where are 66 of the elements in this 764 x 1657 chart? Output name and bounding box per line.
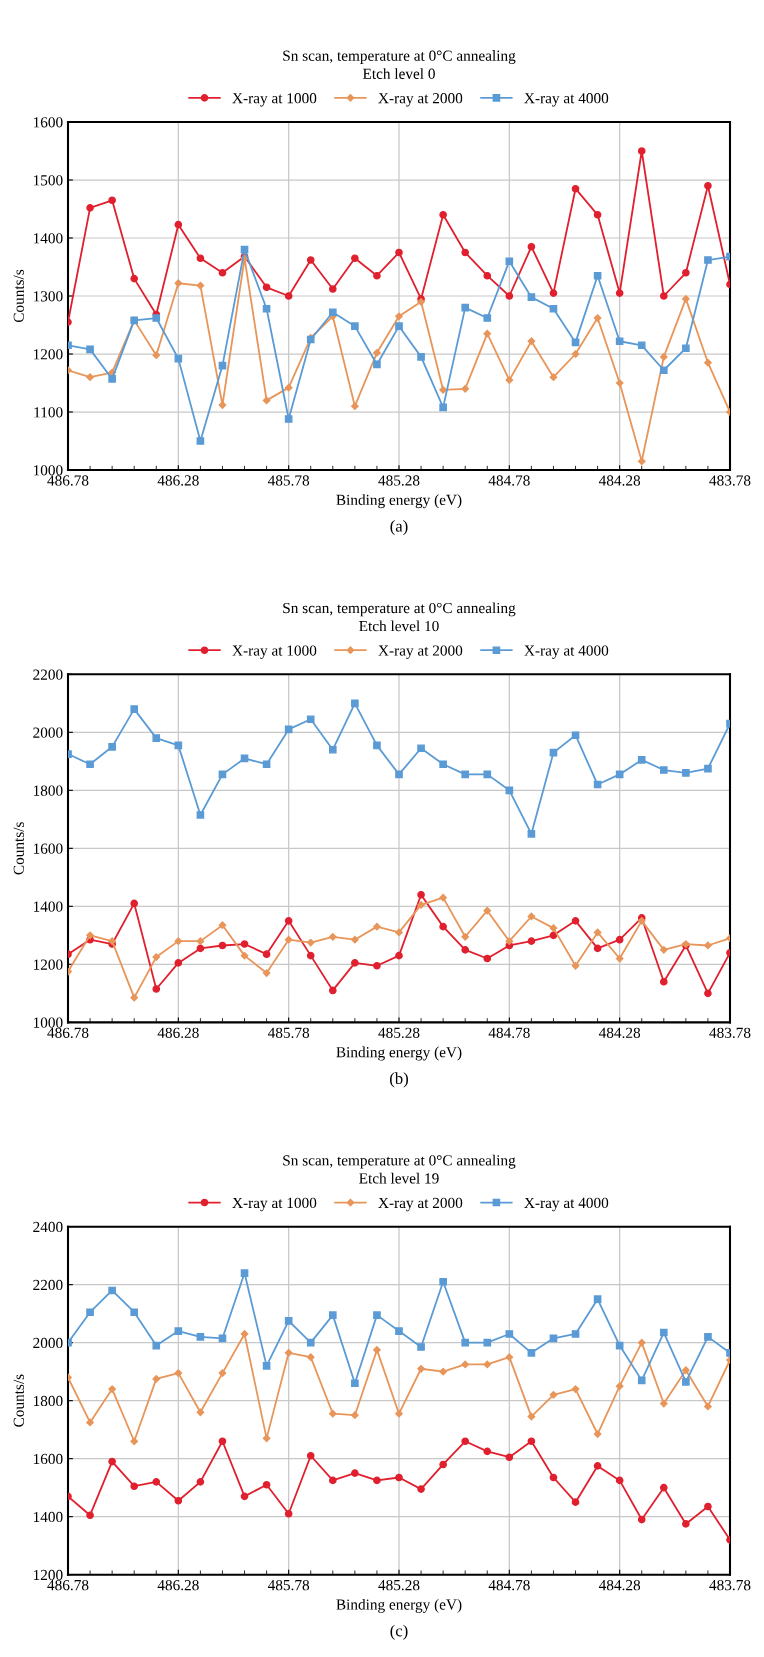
y-tick-label: 1000 (33, 1017, 63, 1028)
x-tick-label: 486.78 (47, 1579, 89, 1591)
x-tick-label: 486.28 (157, 475, 199, 486)
y-tick-label: 1500 (33, 175, 63, 186)
y-axis-title: Counts/s (13, 1374, 24, 1427)
x-tick-label: 485.78 (267, 1579, 310, 1591)
legend-label: X-ray at 2000 (378, 1197, 463, 1212)
x-axis-title: Binding energy (eV) (336, 1046, 462, 1061)
x-axis-title: Binding energy (eV) (336, 494, 462, 509)
text: (b) (390, 1072, 408, 1088)
x-tick-label: 486.78 (47, 1027, 89, 1039)
legend-label: X-ray at 4000 (524, 93, 609, 107)
x-tick-label: 484.78 (488, 1579, 530, 1591)
y-tick-label: 2200 (33, 669, 63, 680)
x-tick-label: 485.78 (267, 1027, 310, 1039)
y-tick-label: 1600 (33, 843, 63, 854)
x-tick-label: 484.28 (598, 475, 641, 486)
y-tick-label: 1300 (33, 291, 63, 302)
y-tick-label: 2000 (33, 727, 63, 738)
y-tick-label: 1600 (33, 1453, 63, 1465)
legend-label: X-ray at 1000 (232, 1197, 317, 1212)
y-tick-label: 2400 (33, 1221, 63, 1233)
x-axis-title: Binding energy (eV) (336, 1598, 462, 1613)
y-tick-label: 2200 (33, 1279, 63, 1291)
x-tick-label: 485.28 (378, 1579, 420, 1591)
y-tick-label: 1800 (33, 1395, 63, 1407)
text: (c) (390, 1624, 408, 1640)
y-axis-title: Counts/s (13, 269, 24, 323)
legend-label: X-ray at 1000 (232, 93, 317, 107)
x-tick-label: 483.78 (709, 1027, 751, 1039)
x-tick-label: 485.28 (378, 475, 420, 486)
x-tick-label: 484.78 (488, 475, 530, 486)
y-tick-label: 1200 (33, 959, 63, 970)
y-tick-label: 1400 (33, 901, 63, 912)
y-tick-label: 1100 (34, 407, 63, 418)
chart-subtitle: Etch level 19 (359, 1172, 439, 1184)
chart-title: Sn scan, temperature at 0°C annealing (283, 50, 516, 64)
y-tick-label: 1400 (33, 233, 63, 244)
x-tick-label: 485.78 (267, 475, 310, 486)
x-tick-label: 483.78 (709, 1579, 751, 1591)
y-axis-title: Counts/s (13, 822, 24, 875)
chart-title: Sn scan, temperature at 0°C annealing (283, 1154, 516, 1169)
x-tick-label: 486.28 (157, 1579, 199, 1591)
y-tick-label: 1800 (33, 785, 63, 796)
x-tick-label: 486.78 (47, 475, 89, 486)
chart-subtitle: Etch level 10 (359, 620, 439, 632)
x-tick-label: 485.28 (378, 1027, 420, 1039)
text: (a) (390, 520, 408, 536)
legend-label: X-ray at 4000 (524, 1197, 609, 1212)
x-tick-label: 483.78 (709, 475, 751, 486)
chart-subtitle: Etch level 0 (362, 68, 435, 79)
y-tick-label: 2000 (33, 1337, 63, 1349)
y-tick-label: 1200 (33, 349, 63, 360)
y-tick-label: 1000 (33, 465, 63, 476)
x-tick-label: 486.28 (157, 1027, 199, 1039)
legend-label: X-ray at 4000 (524, 645, 609, 659)
legend-label: X-ray at 2000 (378, 645, 463, 659)
chart-title: Sn scan, temperature at 0°C annealing (283, 602, 516, 617)
x-tick-label: 484.28 (598, 1579, 641, 1591)
legend-label: X-ray at 1000 (232, 645, 317, 659)
y-tick-label: 1400 (33, 1511, 63, 1523)
x-tick-label: 484.28 (598, 1027, 641, 1039)
y-tick-label: 1200 (33, 1569, 63, 1581)
y-tick-label: 1600 (33, 117, 63, 128)
x-tick-label: 484.78 (488, 1027, 530, 1039)
legend-label: X-ray at 2000 (378, 93, 463, 107)
